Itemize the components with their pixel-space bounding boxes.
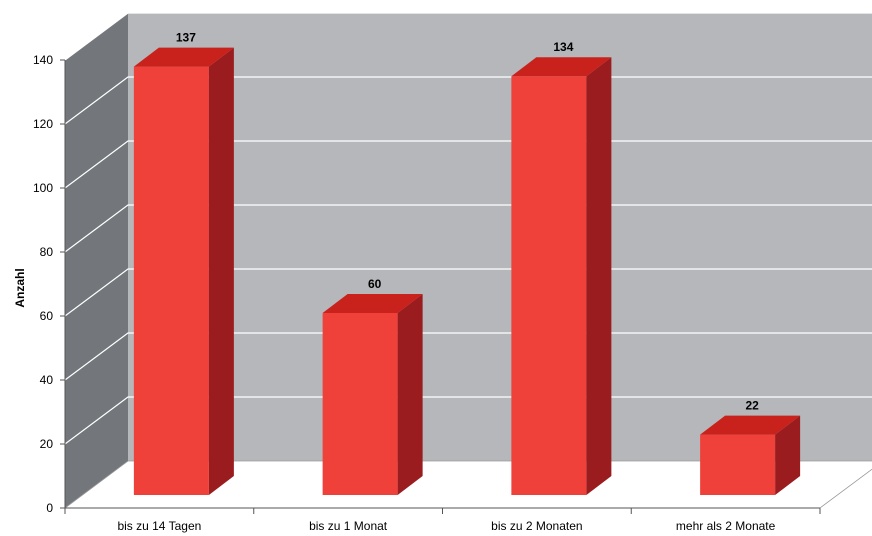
gridlines xyxy=(64,12,872,445)
y-tick-label: 40 xyxy=(40,373,54,387)
bars: 137 60 134 22 xyxy=(133,31,801,495)
bar: 22 xyxy=(700,399,801,495)
bar: 60 xyxy=(322,277,423,495)
gridline xyxy=(64,140,872,189)
bar-top xyxy=(322,294,423,313)
bar: 134 xyxy=(511,40,612,495)
y-tick-label: 100 xyxy=(33,181,53,195)
bar-front xyxy=(133,66,209,495)
back-wall xyxy=(128,13,872,461)
side-wall xyxy=(65,13,128,508)
bar-front xyxy=(700,434,776,495)
y-tick-label: 80 xyxy=(40,245,54,259)
x-tick-labels: bis zu 14 Tagen bis zu 1 Monat bis zu 2 Mo… xyxy=(117,519,775,533)
gridline xyxy=(64,332,872,381)
bar-side xyxy=(586,57,612,495)
x-tick-label: bis zu 1 Monat xyxy=(309,519,388,533)
gridline xyxy=(64,396,872,445)
bar-front xyxy=(322,313,398,495)
y-tick-label: 120 xyxy=(33,117,53,131)
gridline xyxy=(64,268,872,317)
y-axis-title: Anzahl xyxy=(13,268,27,307)
gridline xyxy=(64,204,872,253)
y-tick-label: 0 xyxy=(46,501,53,515)
axes xyxy=(60,59,821,514)
data-label: 134 xyxy=(553,40,573,54)
bar-front xyxy=(511,76,587,495)
bar-top xyxy=(700,415,801,435)
bar-side xyxy=(397,294,423,495)
x-tick-label: bis zu 14 Tagen xyxy=(117,519,201,533)
y-tick-label: 20 xyxy=(40,437,54,451)
bar: 137 xyxy=(133,31,234,495)
bar-top xyxy=(133,47,234,67)
data-label: 60 xyxy=(368,277,382,291)
y-tick-labels: 0 20 40 60 80 100 120 140 xyxy=(33,53,53,515)
y-tick-label: 140 xyxy=(33,53,53,67)
x-tick-label: mehr als 2 Monate xyxy=(676,519,776,533)
bar-side xyxy=(775,415,801,495)
x-tick-label: bis zu 2 Monaten xyxy=(491,519,582,533)
data-label: 22 xyxy=(745,399,759,413)
bar-side xyxy=(208,47,234,495)
y-tick-label: 60 xyxy=(40,309,54,323)
gridline xyxy=(64,76,872,125)
data-label: 137 xyxy=(176,31,196,45)
bar-top xyxy=(511,57,612,77)
gridline xyxy=(64,12,872,61)
